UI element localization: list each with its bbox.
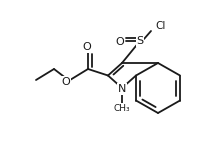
Text: CH₃: CH₃: [114, 103, 130, 112]
Text: N: N: [118, 84, 126, 94]
Text: O: O: [62, 77, 70, 87]
Text: Cl: Cl: [156, 21, 166, 31]
Text: O: O: [83, 42, 91, 52]
Text: O: O: [116, 37, 124, 47]
Text: S: S: [136, 36, 144, 46]
